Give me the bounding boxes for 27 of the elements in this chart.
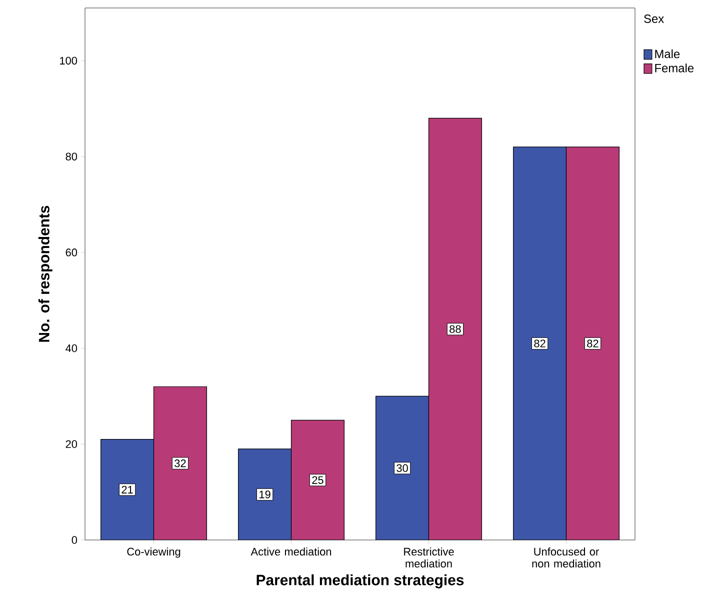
bar	[290, 420, 344, 540]
y-tick-label: 100	[60, 56, 78, 65]
x-tick-label: Active mediation	[250, 548, 332, 556]
bar	[566, 146, 620, 540]
data-label: 82	[587, 340, 598, 348]
data-label: 82	[534, 340, 546, 348]
data-label: 25	[312, 476, 324, 484]
y-tick-label: 80	[66, 152, 78, 160]
y-tick-label: 40	[66, 344, 78, 352]
bar	[153, 386, 207, 540]
data-label: 88	[450, 325, 461, 333]
y-tick-label: 0	[72, 536, 78, 544]
y-tick-label: 60	[66, 248, 78, 256]
data-label: 19	[260, 490, 270, 498]
data-label: 21	[122, 486, 133, 494]
y-tick-label: 20	[66, 440, 78, 448]
data-label: 30	[396, 464, 408, 472]
bar	[428, 118, 482, 540]
data-label: 32	[174, 459, 186, 468]
legend-label: Male	[655, 49, 680, 58]
legend-label: Female	[655, 64, 694, 72]
y-axis-title: No. of respondents	[38, 206, 52, 342]
x-tick-label: Restrictive mediation	[404, 548, 454, 568]
x-axis-title: Parental mediation strategies	[256, 574, 464, 588]
x-tick-label: Unfocused or non mediation	[532, 548, 600, 568]
x-tick-label: Co-viewing	[127, 548, 180, 558]
legend-title: Sex	[644, 14, 664, 23]
